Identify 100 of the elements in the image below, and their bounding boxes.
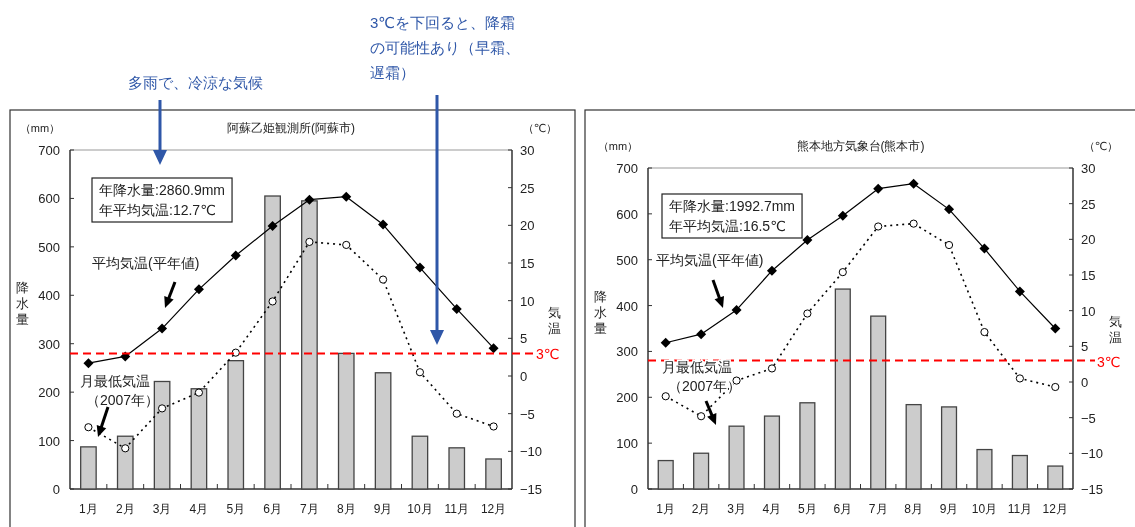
y2-tick-label: 30 (1081, 161, 1096, 176)
point (873, 183, 884, 194)
bar (264, 195, 281, 490)
y-tick-label: 600 (38, 191, 60, 207)
y-tick-label: 500 (616, 252, 638, 268)
annotation: （mm） (19, 122, 61, 134)
bar (448, 447, 466, 490)
x-tick-label: 7月 (868, 502, 888, 516)
y2-tick-label: −10 (1081, 446, 1104, 462)
y-tick-label: 200 (38, 385, 60, 401)
point (838, 268, 847, 277)
x-tick-label: 1月 (656, 502, 676, 516)
series-label: 月最低気温（2007年） (662, 359, 742, 394)
point (732, 376, 741, 385)
series-label: 月最低気温（2007年） (80, 373, 160, 408)
annotation: （mm） (597, 140, 639, 152)
x-tick-label: 4月 (762, 502, 782, 516)
bar (976, 448, 993, 490)
y2-tick-label: 10 (520, 293, 535, 309)
x-tick-label: 4月 (189, 502, 209, 516)
bar (337, 352, 355, 490)
point (305, 237, 314, 247)
point (341, 191, 352, 202)
y2-axis-title: 気温 (547, 304, 561, 336)
point (697, 412, 706, 421)
point (731, 304, 742, 315)
y-tick-label: 600 (616, 206, 638, 222)
y2-tick-label: 20 (1081, 232, 1096, 248)
x-tick-label: 7月 (300, 502, 319, 516)
point (661, 392, 670, 401)
point (1014, 286, 1025, 297)
point (378, 219, 389, 230)
bar (301, 200, 318, 490)
y-tick-label: 700 (38, 143, 60, 158)
point (1051, 382, 1060, 392)
annotation: 年降水量:2860.9mm 年平均気温:12.7℃ (99, 182, 226, 218)
bar (728, 425, 745, 490)
bar (485, 458, 502, 490)
point (837, 210, 848, 221)
point (342, 240, 351, 250)
point (84, 423, 93, 432)
y-tick-label: 300 (38, 336, 60, 352)
y2-tick-label: 20 (520, 218, 535, 234)
x-tick-label: 1月 (79, 502, 98, 516)
annotation: 年降水量:1992.7mm 年平均気温:16.5℃ (661, 193, 803, 239)
bar (940, 406, 958, 490)
y2-tick-label: 15 (520, 256, 535, 271)
x-tick-label: 12月 (480, 502, 507, 516)
x-tick-label: 8月 (336, 502, 356, 516)
x-tick-label: 8月 (904, 502, 923, 516)
y-tick-label: 500 (38, 239, 60, 255)
y2-tick-label: 5 (520, 331, 528, 347)
series-label: 平均気温(平年値) (656, 252, 764, 268)
y2-tick-label: −5 (1081, 410, 1096, 426)
point (489, 422, 498, 431)
x-tick-label: 5月 (226, 502, 246, 516)
x-tick-label: 12月 (1042, 502, 1068, 516)
y2-tick-label: 10 (1081, 303, 1096, 319)
x-tick-label: 10月 (971, 502, 998, 516)
y2-tick-label: 5 (1081, 339, 1089, 355)
point (874, 222, 883, 231)
bar (1011, 454, 1028, 490)
point (231, 348, 240, 357)
point (83, 358, 94, 369)
x-tick-label: 2月 (115, 502, 135, 516)
y2-tick-label: 25 (520, 180, 535, 196)
y-tick-label: 200 (616, 390, 638, 406)
point (268, 297, 277, 306)
point (908, 178, 919, 189)
y-tick-label: 300 (616, 344, 638, 360)
point (415, 368, 425, 377)
y-tick-label: 0 (52, 482, 60, 497)
x-tick-label: 6月 (263, 502, 282, 516)
point (803, 309, 812, 318)
point (696, 329, 707, 340)
y-tick-label: 700 (616, 161, 638, 176)
bar (799, 402, 816, 490)
point (193, 284, 204, 295)
bar (374, 372, 392, 490)
bar (80, 446, 97, 490)
x-tick-label: 9月 (939, 502, 959, 516)
y-tick-label: 400 (616, 298, 638, 314)
bar (190, 388, 208, 490)
point (121, 444, 130, 453)
ref-line-label: 3℃ (1097, 353, 1121, 370)
annotation: （℃） (1083, 140, 1119, 152)
x-tick-label: 10月 (407, 502, 433, 516)
bar (834, 288, 851, 490)
ref-line-label: 3℃ (536, 346, 560, 363)
bar (693, 452, 710, 490)
point (230, 250, 241, 261)
point (766, 265, 777, 276)
y-tick-label: 400 (38, 288, 60, 304)
chart-title: 阿蘇乙姫観測所(阿蘇市) (227, 121, 355, 135)
bar (153, 380, 171, 490)
annotation: 多雨で、冷涼な気候 (128, 74, 263, 91)
point (944, 240, 954, 250)
y2-tick-label: 30 (520, 143, 535, 158)
y-tick-label: 0 (630, 482, 638, 497)
point (452, 409, 461, 418)
